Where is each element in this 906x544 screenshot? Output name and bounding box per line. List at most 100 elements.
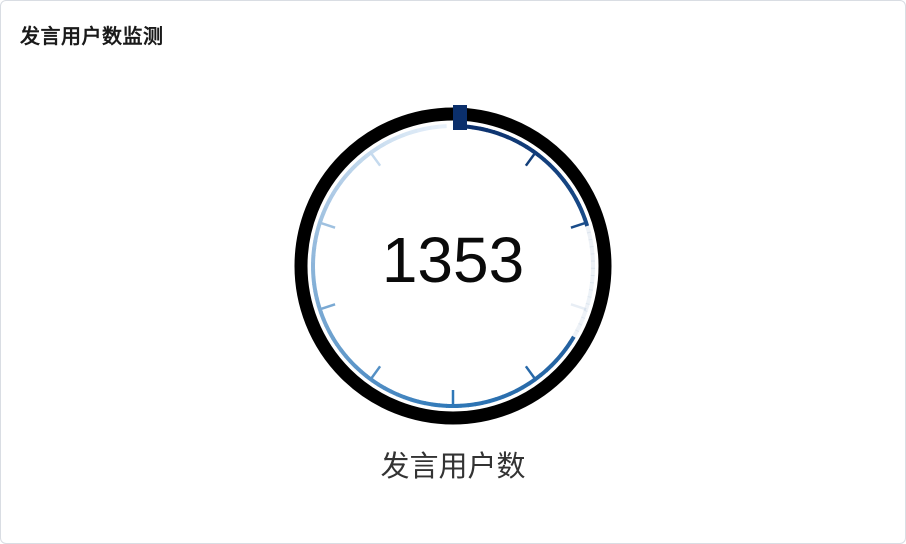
gauge-arc-segment	[460, 403, 469, 408]
gauge-arc-segment	[512, 138, 522, 146]
gauge-arc-segment	[499, 132, 509, 140]
gauge-arc-segment	[559, 347, 568, 357]
gauge-arc-segment	[557, 173, 566, 183]
gauge-arc-segment	[438, 124, 447, 129]
gauge-arc-segment	[521, 381, 531, 390]
gauge-arc-segment	[348, 163, 358, 173]
gauge-arc-segment	[395, 132, 406, 140]
gauge-arc-segment	[382, 138, 392, 147]
gauge-arc-segment	[485, 128, 495, 135]
gauge-tick	[369, 152, 382, 167]
gauge-arc-segment	[547, 162, 557, 172]
gauge-arc-segment	[383, 386, 393, 394]
gauge-arc-segment	[396, 392, 406, 400]
gauge-arc-segment	[577, 204, 585, 214]
gauge-arc-segment	[409, 128, 419, 135]
gauge-arc-segment	[539, 368, 548, 378]
gauge-arc-segment	[575, 323, 583, 333]
gauge-arc-segment	[581, 309, 588, 319]
gauge-arc-segment	[588, 282, 595, 291]
gauge-arc-segment	[438, 403, 448, 408]
gauge-arc-segment	[403, 395, 413, 402]
gauge-tick	[570, 221, 587, 229]
gauge-arc-segment	[587, 289, 594, 298]
gauge-arc-segment	[314, 297, 321, 307]
gauge-arc-segment	[343, 169, 353, 178]
gauge-arc-segment	[370, 378, 380, 387]
gauge-arc-segment	[584, 224, 591, 234]
gauge-arc-segment	[376, 382, 386, 391]
gauge-label: 发言用户数	[380, 449, 526, 483]
gauge-arc-segment	[508, 388, 518, 396]
gauge-arc-segment	[431, 402, 440, 408]
gauge-arc-segment	[583, 302, 590, 312]
gauge-arc-segment	[567, 335, 576, 345]
gauge-pointer	[453, 105, 467, 130]
gauge-arc-segment	[318, 212, 326, 222]
gauge-arc-segment	[467, 402, 477, 408]
gauge-arc-segment	[571, 329, 580, 339]
gauge-arc-segment	[585, 296, 592, 306]
gauge-arc-segment	[402, 130, 412, 137]
gauge-arc-segment	[321, 205, 329, 215]
gauge-arc-segment	[474, 400, 484, 407]
gauge-arc-segment	[563, 341, 572, 351]
gauge-arc-segment	[554, 353, 564, 363]
gauge-tick	[319, 303, 336, 311]
gauge-arc-segment	[331, 336, 339, 347]
gauge-value: 1353	[381, 224, 525, 296]
gauge-arc-segment	[327, 192, 335, 202]
gauge-arc-segment	[370, 145, 380, 154]
gauge-arc-segment	[416, 399, 426, 406]
gauge-arc-segment	[353, 364, 363, 374]
gauge-arc-segment	[321, 317, 329, 327]
gauge-arc-segment	[506, 135, 516, 143]
gauge-arc-segment	[580, 210, 587, 220]
gauge-arc-segment	[589, 274, 595, 284]
gauge-arc-segment	[331, 186, 339, 196]
gauge-arc-segment	[502, 391, 512, 399]
gauge-arc-segment	[544, 363, 554, 373]
gauge-arc-segment	[389, 135, 399, 143]
gauge-arc-segment	[416, 126, 426, 133]
gauge-arc-segment	[409, 397, 419, 404]
gauge-arc-segment	[339, 348, 348, 358]
gauge-arc-segment	[423, 125, 433, 131]
gauge-tick	[570, 303, 587, 311]
gauge-arc-segment	[488, 397, 498, 404]
gauge-arc-segment	[525, 145, 535, 153]
gauge-arc-segment	[358, 154, 368, 163]
gauge-arc-segment	[389, 389, 399, 397]
gauge-arc-segment	[376, 142, 386, 150]
gauge-arc-segment	[334, 180, 343, 190]
gauge-arc-segment	[353, 158, 363, 168]
gauge-arc-segment	[481, 399, 491, 405]
gauge-arc-segment	[537, 153, 546, 162]
gauge-arc-segment	[492, 130, 502, 137]
gauge-arc-segment	[324, 324, 332, 334]
gauge-progress-arc	[311, 124, 595, 408]
gauge-tick	[524, 365, 537, 380]
gauge-arc-segment	[495, 394, 505, 402]
gauge-arc-segment	[343, 354, 353, 364]
gauge-arc-segment	[542, 157, 552, 167]
card-title: 发言用户数监测	[20, 24, 164, 48]
gauge-arc-segment	[566, 185, 575, 195]
gauge-tick	[524, 152, 537, 167]
gauge-tick	[319, 221, 336, 229]
gauge-arc-segment	[479, 126, 488, 133]
gauge-arc-segment	[519, 141, 529, 149]
gauge-arc-segment	[430, 124, 440, 130]
gauge-arc-segment	[588, 238, 594, 248]
gauge-arc-segment	[549, 358, 559, 368]
gauge-tick	[369, 365, 382, 380]
gauge-chart	[294, 105, 612, 425]
gauge-arc-segment	[324, 198, 332, 208]
gauge-ticks	[319, 152, 587, 406]
gauge-arc-segment	[570, 191, 578, 201]
gauge-arc-segment	[359, 369, 369, 378]
gauge-arc-segment	[318, 311, 326, 321]
gauge-arc-segment	[552, 168, 562, 177]
gauge-arc-segment	[573, 197, 582, 207]
gauge-arc-segment	[562, 179, 571, 189]
